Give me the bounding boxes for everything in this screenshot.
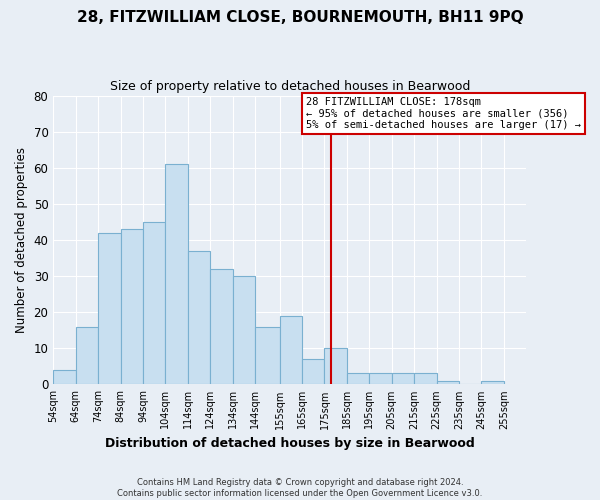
Text: 28, FITZWILLIAM CLOSE, BOURNEMOUTH, BH11 9PQ: 28, FITZWILLIAM CLOSE, BOURNEMOUTH, BH11… [77, 10, 523, 25]
Bar [166, 164, 188, 384]
Bar [121, 229, 143, 384]
Bar [255, 326, 280, 384]
Bar [280, 316, 302, 384]
X-axis label: Distribution of detached houses by size in Bearwood: Distribution of detached houses by size … [105, 437, 475, 450]
Text: Contains HM Land Registry data © Crown copyright and database right 2024.
Contai: Contains HM Land Registry data © Crown c… [118, 478, 482, 498]
Text: 28 FITZWILLIAM CLOSE: 178sqm
← 95% of detached houses are smaller (356)
5% of se: 28 FITZWILLIAM CLOSE: 178sqm ← 95% of de… [307, 97, 581, 130]
Bar [233, 276, 255, 384]
Bar [437, 380, 459, 384]
Bar [98, 232, 121, 384]
Bar [414, 374, 437, 384]
Bar [188, 251, 210, 384]
Bar [53, 370, 76, 384]
Bar [481, 380, 504, 384]
Title: Size of property relative to detached houses in Bearwood: Size of property relative to detached ho… [110, 80, 470, 93]
Bar [370, 374, 392, 384]
Bar [210, 269, 233, 384]
Bar [302, 359, 325, 384]
Y-axis label: Number of detached properties: Number of detached properties [15, 147, 28, 333]
Bar [392, 374, 414, 384]
Bar [143, 222, 166, 384]
Bar [76, 326, 98, 384]
Bar [325, 348, 347, 385]
Bar [347, 374, 370, 384]
